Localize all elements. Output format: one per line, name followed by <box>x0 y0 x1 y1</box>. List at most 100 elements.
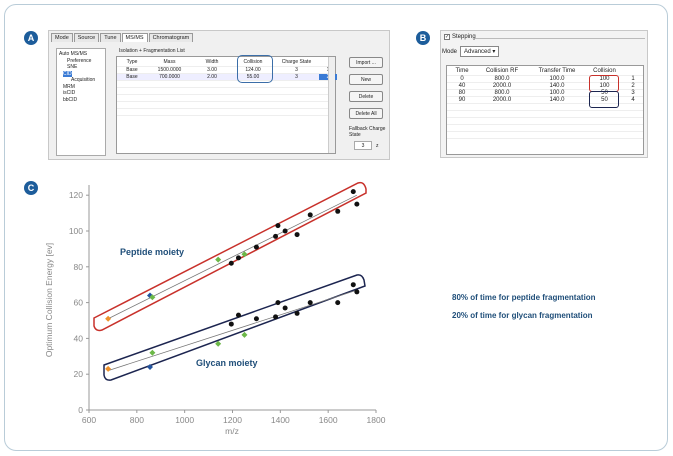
x-tick-label: 600 <box>82 415 96 425</box>
empty-row <box>447 104 643 111</box>
data-point <box>215 256 222 263</box>
empty-row <box>117 88 335 95</box>
table-row[interactable]: 40 2000.0 140.0 100 2 <box>447 83 643 90</box>
table-cell: Base <box>117 74 147 80</box>
data-point <box>294 232 300 238</box>
delete-all-button[interactable]: Delete All <box>349 108 383 119</box>
note-peptide: 80% of time for peptide fragmentation <box>452 293 596 302</box>
data-point <box>146 364 153 371</box>
tab-source[interactable]: Source <box>73 33 100 42</box>
data-point <box>335 208 341 214</box>
peptide-annotation: Peptide moiety <box>120 247 184 257</box>
mode-value: Advanced <box>464 49 491 55</box>
x-tick-label: 1000 <box>175 415 194 425</box>
table-scrollbar[interactable] <box>328 57 335 153</box>
y-tick-label: 100 <box>69 226 83 236</box>
x-tick-label: 1400 <box>271 415 290 425</box>
table-header: Type Mass Width Collision Charge State <box>117 57 335 67</box>
tree-item[interactable]: Acquisition <box>59 77 103 84</box>
tree-item[interactable]: SNE <box>59 64 103 71</box>
table-cell: 55.00 <box>232 74 274 80</box>
column-header: Collision <box>593 68 616 74</box>
y-tick-label: 20 <box>74 369 84 379</box>
table-cell: 50 <box>601 90 608 96</box>
tree-item[interactable]: isCID <box>59 90 103 97</box>
data-point <box>335 300 341 306</box>
table-cell: 2000.0 <box>492 97 512 103</box>
data-point <box>241 331 248 338</box>
mode-select[interactable]: Advanced ▾ <box>460 46 500 57</box>
table-row[interactable]: 90 2000.0 140.0 50 4 <box>447 97 643 104</box>
data-point <box>273 314 279 320</box>
data-point <box>105 315 112 322</box>
data-point <box>228 260 234 266</box>
column-header: Collision <box>243 59 263 65</box>
fallback-charge-input[interactable]: 3 <box>354 141 372 150</box>
empty-row <box>117 102 335 109</box>
fragmentation-table[interactable]: Type Mass Width Collision Charge State Base 15… <box>116 55 337 154</box>
x-tick-label: 800 <box>130 415 144 425</box>
empty-row <box>117 109 335 116</box>
table-cell: 2000.0 <box>492 83 512 89</box>
method-tree[interactable]: Auto MS/MS Preference SNE CID Acquisition MRM… <box>56 48 106 156</box>
data-point <box>275 223 281 229</box>
tree-item[interactable]: CID <box>59 70 103 78</box>
data-point <box>241 251 248 258</box>
table-row[interactable]: 80 800.0 100.0 50 3 <box>447 90 643 97</box>
glycan-collision-highlight <box>589 91 619 108</box>
glycan-annotation: Glycan moiety <box>196 358 258 368</box>
collision-highlight <box>237 55 273 83</box>
peptide-group-outline <box>93 181 367 332</box>
new-button[interactable]: New <box>349 74 383 85</box>
data-point <box>273 233 279 239</box>
divider <box>475 38 645 39</box>
table-header: Time Collision RF Transfer Time Collision <box>447 66 643 76</box>
data-point <box>215 340 222 347</box>
tab-msms[interactable]: MS/MS <box>121 33 148 42</box>
table-row[interactable]: 0 800.0 100.0 100 1 <box>447 76 643 83</box>
import-button[interactable]: Import ... <box>349 57 383 68</box>
tree-item-label: SNE <box>67 64 78 70</box>
tree-item[interactable]: Auto MS/MS <box>59 51 103 58</box>
table-cell: 80 <box>458 90 466 96</box>
stepping-checkbox[interactable]: ✓ <box>444 34 450 40</box>
table-cell: 100.0 <box>549 76 565 82</box>
delete-button[interactable]: Delete <box>349 91 383 102</box>
panel-a-badge: A <box>24 31 38 45</box>
tree-item[interactable]: Preference <box>59 58 103 65</box>
tab-chromatogram[interactable]: Chromatogram <box>148 33 194 42</box>
stepping-label: Stepping <box>452 34 476 40</box>
column-header: Transfer Time <box>538 68 576 74</box>
y-tick-label: 0 <box>78 405 83 415</box>
figure-card <box>4 4 668 451</box>
tree-item[interactable]: bbCID <box>59 97 103 104</box>
table-cell: 90 <box>458 97 466 103</box>
data-point <box>105 365 112 372</box>
tree-item-label: Preference <box>67 57 92 64</box>
data-point <box>149 349 156 356</box>
column-header: Width <box>205 59 219 65</box>
table-cell: 3 <box>295 67 298 73</box>
stepping-table[interactable]: Time Collision RF Transfer Time Collision 0 8… <box>446 65 644 155</box>
data-point <box>235 312 241 318</box>
stepping-window: ✓ Stepping Mode Advanced ▾ Time Collision… <box>440 30 648 158</box>
panel-b-badge: B <box>416 31 430 45</box>
tree-item-label: bbCID <box>63 96 78 103</box>
y-tick-label: 120 <box>69 190 83 200</box>
table-cell: 1500.0000 <box>157 67 182 73</box>
empty-row <box>117 81 335 88</box>
table-cell: 40 <box>458 83 466 89</box>
data-point <box>282 228 288 234</box>
data-point <box>275 300 281 306</box>
x-tick-label: 1800 <box>367 415 386 425</box>
tab-tune[interactable]: Tune <box>100 33 121 42</box>
column-header: Collision RF <box>485 68 519 74</box>
tab-mode[interactable]: Mode <box>51 33 73 42</box>
mode-label: Mode <box>442 48 458 55</box>
table-cell: 100.0 <box>549 90 565 96</box>
data-point <box>307 300 313 306</box>
tree-item[interactable]: MRM <box>59 84 103 91</box>
tree-item-label: MRM <box>63 83 75 90</box>
data-point <box>354 201 360 207</box>
